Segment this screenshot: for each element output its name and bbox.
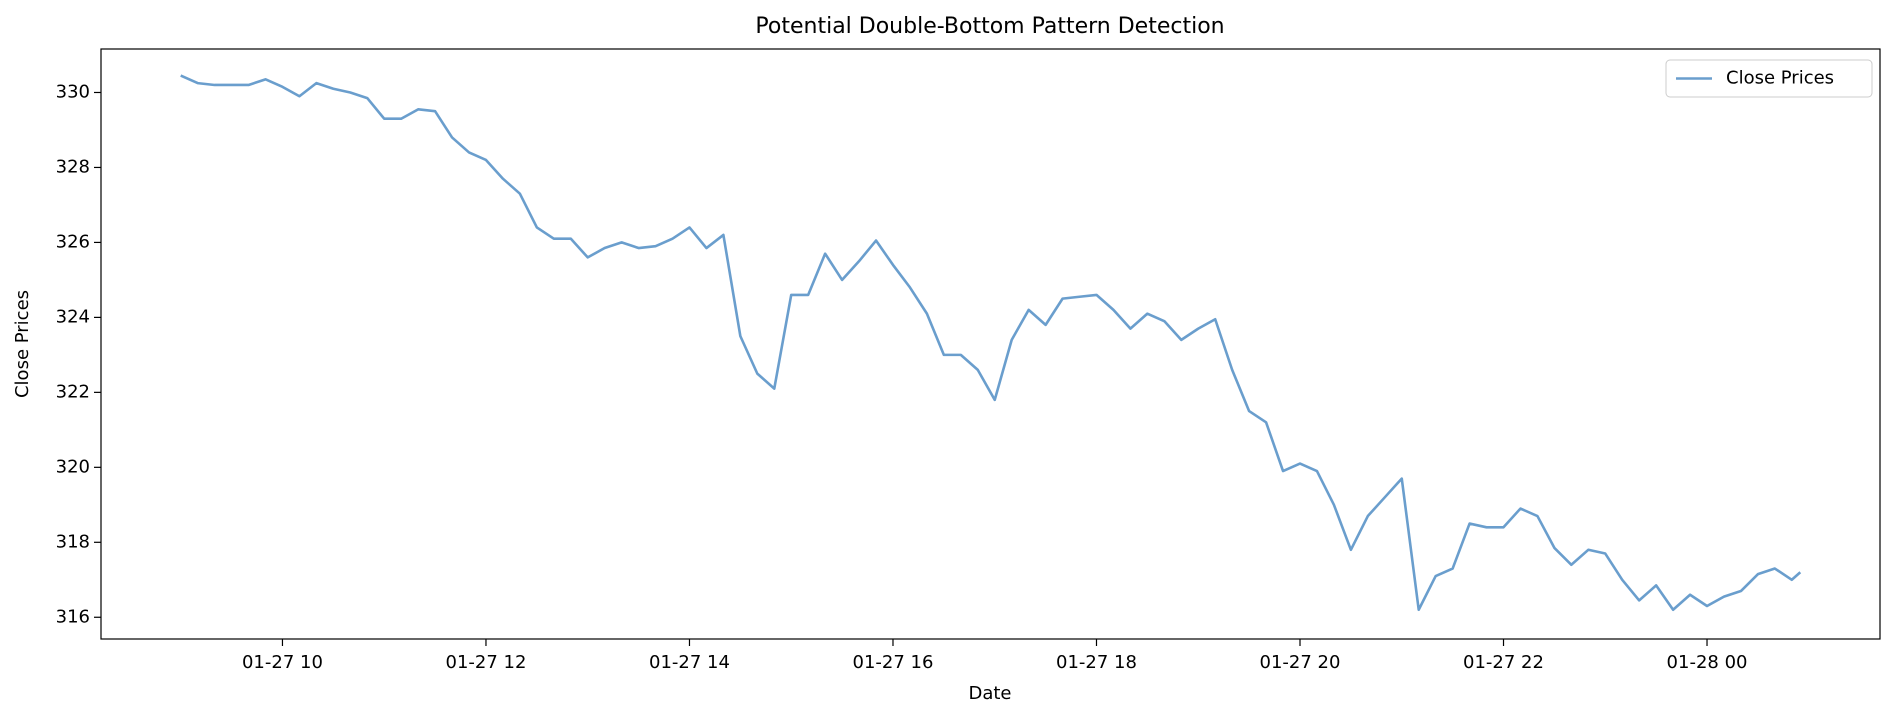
x-tick-label: 01-27 16 (853, 652, 934, 673)
legend-box (1665, 59, 1873, 98)
y-tick-label: 326 (56, 231, 90, 252)
y-axis-label: Close Prices (12, 290, 33, 398)
x-tick-label: 01-27 18 (1056, 652, 1137, 673)
y-tick-label: 330 (56, 81, 90, 102)
x-tick-label: 01-27 14 (649, 652, 730, 673)
y-tick-label: 328 (56, 156, 90, 177)
plot-frame (100, 48, 1881, 640)
x-tick-label: 01-27 10 (242, 652, 323, 673)
legend-label: Close Prices (1726, 68, 1834, 89)
x-tick-label: 01-28 00 (1667, 652, 1748, 673)
chart-title: Potential Double-Bottom Pattern Detectio… (755, 14, 1224, 39)
y-tick-label: 316 (56, 606, 90, 627)
x-tick-label: 01-27 22 (1463, 652, 1544, 673)
y-tick-label: 320 (56, 456, 90, 477)
x-tick-label: 01-27 20 (1260, 652, 1341, 673)
y-tick-label: 318 (56, 531, 90, 552)
x-axis-label: Date (968, 683, 1011, 704)
x-tick-label: 01-27 12 (446, 652, 527, 673)
y-tick-label: 324 (56, 306, 90, 327)
y-tick-label: 322 (56, 381, 90, 402)
price-line (180, 74, 1802, 612)
